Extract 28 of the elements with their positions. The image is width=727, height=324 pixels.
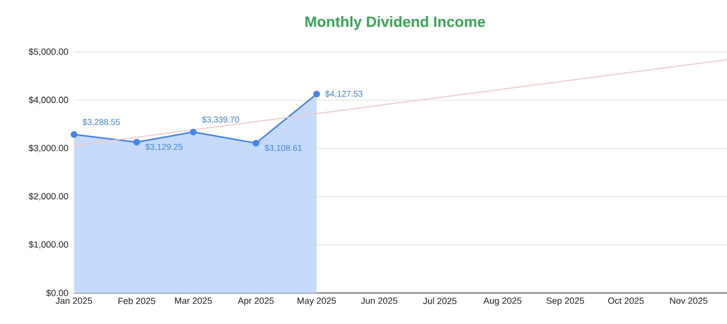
y-tick-label: $2,000.00 — [28, 192, 68, 200]
data-label: $3,339.70 — [202, 116, 240, 124]
point — [313, 90, 320, 98]
x-tick-label: Feb 2025 — [118, 298, 156, 304]
x-tick-label: May 2025 — [298, 298, 336, 306]
y-tick-label: $0.00 — [46, 289, 68, 297]
x-tick-label: Jul 2025 — [423, 298, 456, 304]
x-tick-label: Aug 2025 — [483, 298, 522, 306]
point — [252, 140, 260, 147]
chart-title: Monthly Dividend Income — [306, 16, 485, 30]
y-tick-label: $1,000.00 — [28, 240, 68, 249]
y-tick-label: $3,000.00 — [28, 144, 68, 152]
x-tick-label: Jan 2025 — [56, 298, 92, 304]
x-tick-label: Sep 2025 — [546, 298, 584, 306]
data-label: $3,129.25 — [145, 143, 182, 151]
data-label: $3,108.61 — [264, 144, 302, 152]
x-tick-label: Jun 2025 — [360, 298, 398, 304]
data-label: $4,127.53 — [325, 90, 362, 98]
x-tick-label: Oct 2025 — [608, 298, 644, 304]
x-tick-label: Nov 2025 — [670, 298, 708, 304]
x-tick-label: Mar 2025 — [175, 298, 212, 304]
y-tick-label: $4,000.00 — [28, 96, 68, 104]
data-label: $3,288.55 — [82, 118, 120, 126]
point — [70, 131, 78, 138]
y-tick-label: $5,000.00 — [28, 48, 68, 56]
x-tick-label: Apr 2025 — [238, 298, 274, 306]
point — [133, 138, 140, 146]
point — [190, 128, 197, 136]
